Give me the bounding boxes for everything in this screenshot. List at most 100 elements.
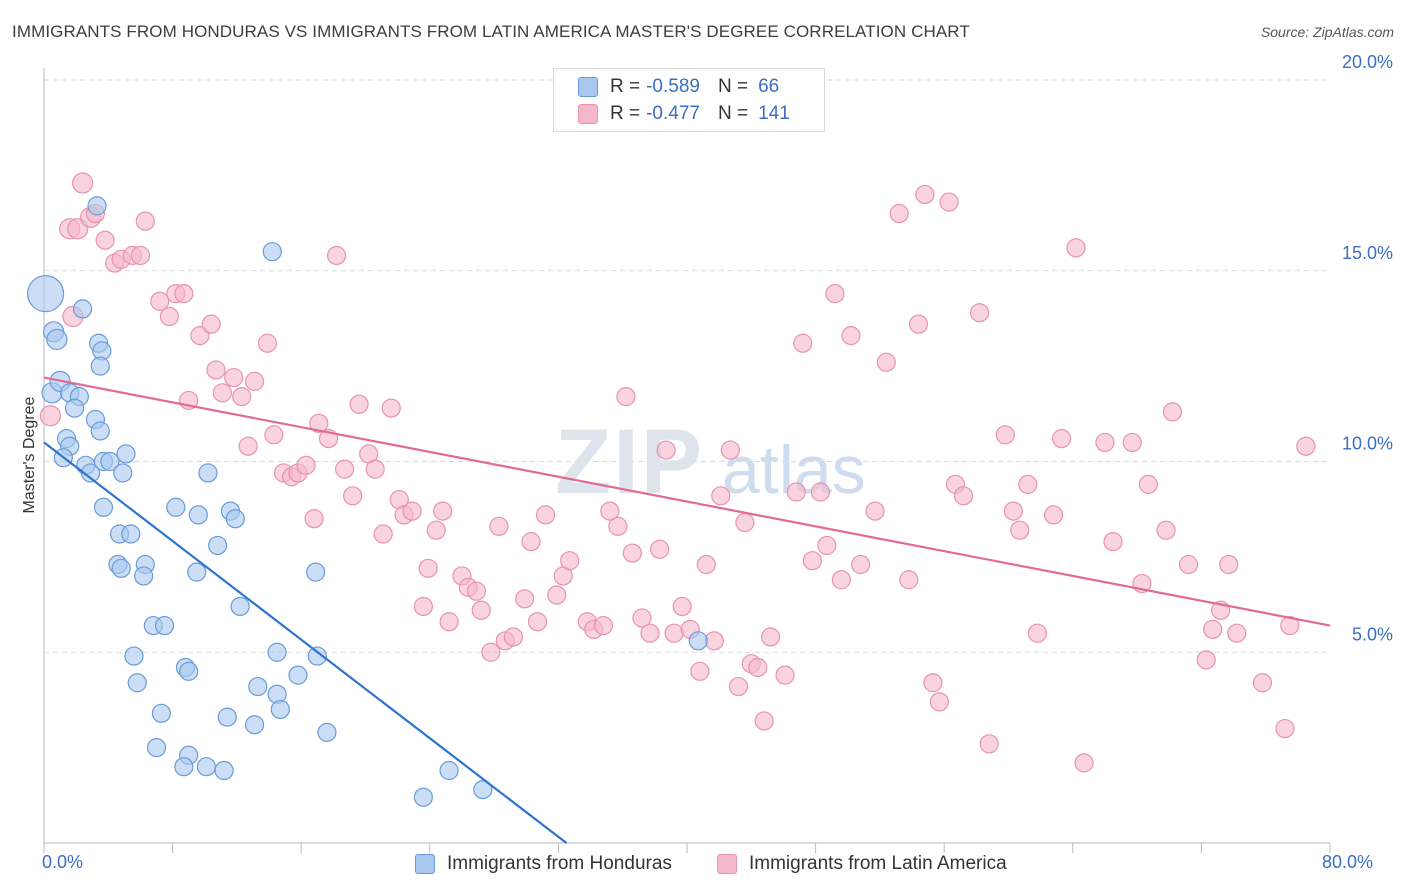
latin-america-point bbox=[1051, 429, 1072, 449]
latin-america-point bbox=[71, 172, 94, 194]
latin-america-point bbox=[135, 211, 155, 231]
honduras-point bbox=[230, 596, 250, 617]
latin-america-legend-swatch-icon bbox=[717, 854, 737, 874]
honduras-point bbox=[306, 562, 326, 582]
latin-america-point bbox=[244, 371, 265, 391]
latin-america-point bbox=[1275, 718, 1295, 739]
honduras-point bbox=[87, 196, 107, 216]
honduras-point bbox=[121, 524, 141, 544]
honduras-point bbox=[288, 665, 308, 685]
latin-america-point bbox=[343, 486, 363, 506]
latin-america-point bbox=[608, 516, 628, 536]
legend-r-value: -0.477 bbox=[646, 103, 700, 124]
honduras-point bbox=[413, 787, 433, 807]
latin-america-point bbox=[979, 734, 999, 754]
latin-america-point bbox=[632, 608, 652, 628]
latin-america-swatch-icon bbox=[578, 104, 598, 124]
latin-america-point bbox=[1178, 554, 1199, 575]
latin-america-point bbox=[1252, 673, 1273, 693]
latin-america-point bbox=[760, 627, 781, 647]
latin-america-point bbox=[1122, 432, 1142, 453]
legend-n-value: 66 bbox=[758, 76, 780, 97]
bottom-legend-latin-america: Immigrants from Latin America bbox=[717, 852, 1007, 876]
latin-america-point bbox=[656, 440, 676, 460]
honduras-point bbox=[179, 661, 199, 681]
latin-america-point bbox=[418, 558, 438, 578]
trend-lines bbox=[43, 376, 1331, 844]
latin-america-point bbox=[851, 554, 871, 575]
latin-america-point bbox=[206, 360, 226, 380]
y-tick-label: 10.0% bbox=[1342, 434, 1393, 454]
bottom-legend-honduras: Immigrants from Honduras bbox=[415, 852, 672, 876]
honduras-trend-line bbox=[43, 441, 568, 844]
legend-n-label: N = bbox=[717, 76, 749, 97]
y-tick-label: 20.0% bbox=[1342, 52, 1393, 72]
honduras-point bbox=[72, 299, 93, 319]
honduras-point bbox=[46, 328, 68, 351]
latin-america-point bbox=[264, 425, 284, 445]
honduras-point bbox=[267, 642, 287, 662]
legend-n-value: 141 bbox=[758, 103, 790, 124]
latin-america-point bbox=[1138, 474, 1158, 494]
latin-america-point bbox=[915, 184, 935, 205]
latin-america-point bbox=[560, 551, 580, 571]
latin-america-point bbox=[426, 520, 446, 540]
latin-america-point bbox=[622, 543, 642, 563]
latin-america-point bbox=[466, 581, 487, 601]
x-tick-label-min: 0.0% bbox=[42, 852, 84, 872]
latin-america-point bbox=[304, 509, 324, 529]
latin-america-point bbox=[600, 501, 620, 521]
latin-america-point bbox=[238, 436, 258, 456]
axes bbox=[43, 68, 1331, 853]
latin-america-point bbox=[521, 532, 541, 552]
honduras-legend-swatch-icon bbox=[415, 854, 435, 874]
latin-america-point bbox=[547, 585, 567, 605]
honduras-point bbox=[111, 558, 131, 578]
honduras-point bbox=[439, 760, 459, 781]
latin-america-point bbox=[373, 524, 393, 544]
latin-america-point bbox=[1066, 238, 1086, 258]
latin-america-point bbox=[527, 612, 548, 632]
y-axis-title: Master's Degree bbox=[21, 396, 38, 514]
latin-america-point bbox=[381, 398, 401, 418]
honduras-point bbox=[188, 505, 208, 525]
legend-r-label: R = bbox=[610, 103, 641, 124]
latin-america-point bbox=[748, 657, 768, 678]
latin-america-point bbox=[754, 711, 774, 731]
latin-america-point bbox=[95, 230, 115, 250]
latin-america-point bbox=[664, 623, 684, 643]
latin-america-point bbox=[704, 631, 724, 651]
honduras-point bbox=[248, 676, 268, 697]
latin-america-point bbox=[616, 387, 636, 407]
honduras-point bbox=[166, 497, 186, 517]
latin-america-point bbox=[535, 505, 556, 525]
latin-america-point bbox=[953, 486, 974, 506]
honduras-point bbox=[134, 566, 154, 586]
latin-america-point bbox=[1227, 623, 1247, 643]
latin-america-point bbox=[650, 539, 670, 559]
legend-r-value: -0.589 bbox=[646, 76, 700, 97]
latin-america-point bbox=[1296, 436, 1316, 456]
latin-america-point bbox=[825, 284, 845, 304]
honduras-point bbox=[154, 615, 175, 636]
latin-america-point bbox=[39, 405, 62, 427]
legend-r-label: R = bbox=[610, 76, 641, 97]
honduras-point bbox=[146, 738, 167, 758]
chart-source: Source: ZipAtlas.com bbox=[1260, 24, 1394, 40]
x-tick-label-max: 80.0% bbox=[1322, 852, 1374, 872]
honduras-point bbox=[90, 421, 110, 441]
latin-america-point bbox=[1280, 615, 1300, 636]
latin-america-point bbox=[130, 245, 151, 266]
honduras-point bbox=[93, 497, 114, 517]
honduras-point bbox=[217, 707, 237, 727]
legend-series-name: Immigrants from Honduras bbox=[447, 853, 672, 874]
latin-america-point bbox=[889, 203, 909, 224]
latin-america-point bbox=[1219, 554, 1239, 575]
latin-america-point bbox=[1018, 474, 1038, 494]
latin-america-point bbox=[786, 482, 806, 502]
honduras-point bbox=[196, 757, 216, 777]
latin-america-point bbox=[1196, 650, 1216, 670]
svg-text:ZIP: ZIP bbox=[555, 411, 704, 513]
honduras-point bbox=[151, 703, 171, 723]
latin-america-point bbox=[1003, 501, 1023, 521]
